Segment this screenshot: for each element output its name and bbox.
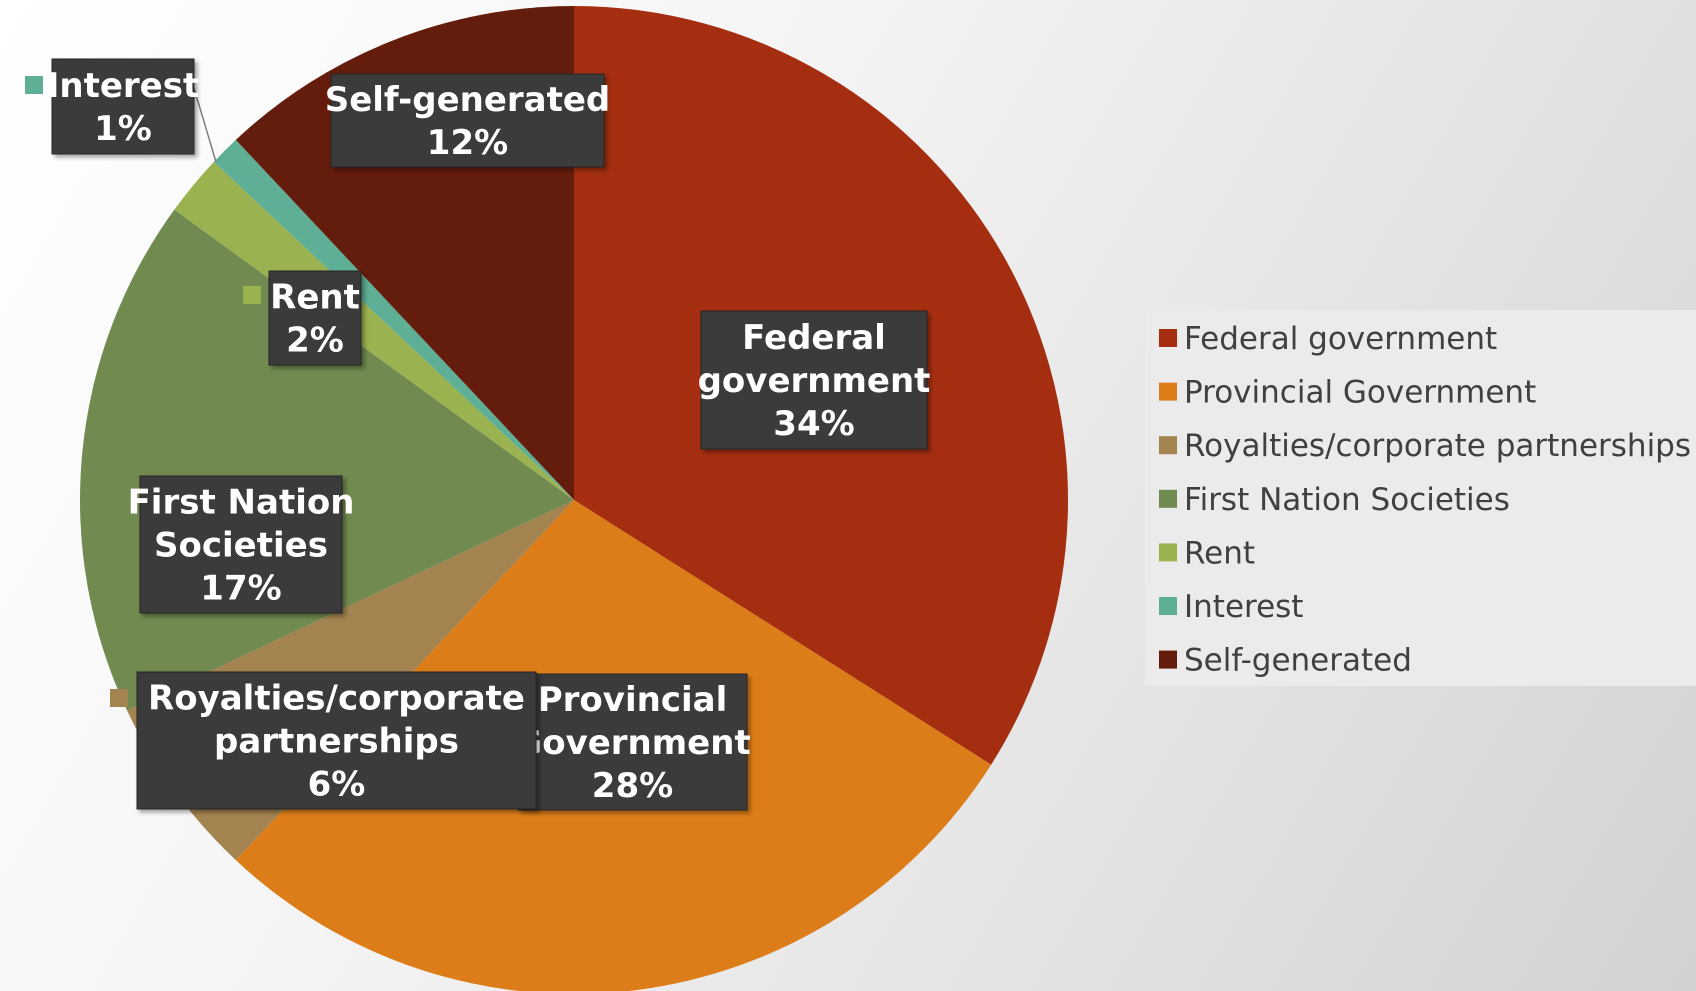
data-label-box <box>268 270 362 366</box>
data-label-name: Provincial <box>538 680 727 720</box>
legend-item-rent: Rent <box>1159 535 1255 571</box>
legend-item-first-nation-societies: First Nation Societies <box>1159 482 1510 518</box>
legend-swatch <box>1159 489 1177 508</box>
data-label-name: Rent <box>270 278 360 318</box>
data-label-name: Federal <box>742 318 886 358</box>
legend-swatch <box>1159 329 1177 347</box>
legend-label: Rent <box>1184 535 1255 571</box>
data-label-name: Societies <box>154 526 328 566</box>
data-label-box <box>517 673 748 811</box>
legend-swatch <box>1159 597 1177 615</box>
data-label-box <box>700 310 928 450</box>
data-label-value: 17% <box>200 569 281 609</box>
data-label-name: partnerships <box>214 722 459 762</box>
data-label-box <box>139 475 343 614</box>
data-label-box <box>330 73 605 168</box>
leader-line-interest <box>193 87 217 163</box>
data-label-name: First Nation <box>128 483 355 523</box>
legend-background <box>1145 310 1696 686</box>
data-label-name: Self-generated <box>325 80 611 120</box>
pie-slice-interest <box>213 139 574 500</box>
data-label-key-rent <box>243 286 261 304</box>
legend-item-provincial-government: Provincial Government <box>1159 375 1536 411</box>
data-label-value: 6% <box>308 765 366 805</box>
data-label-key-interest <box>25 76 43 94</box>
data-label-value: 34% <box>773 404 854 444</box>
data-label-value: 1% <box>94 109 152 149</box>
legend-item-self-generated: Self-generated <box>1159 643 1412 679</box>
data-label-value: 12% <box>427 123 508 163</box>
data-label-key-royalties-corporate-partnerships <box>110 689 128 707</box>
legend-item-royalties-corporate-partnerships: Royalties/corporate partnerships <box>1159 428 1691 464</box>
legend-swatch <box>1159 650 1177 669</box>
legend-label: First Nation Societies <box>1184 482 1510 518</box>
legend-label: Royalties/corporate partnerships <box>1184 428 1691 464</box>
legend-item-federal-government: Federal government <box>1159 321 1497 357</box>
data-label-value: 2% <box>286 321 344 361</box>
legend-label: Self-generated <box>1184 643 1412 679</box>
legend-swatch <box>1159 543 1177 562</box>
legend-item-interest: Interest <box>1159 589 1303 625</box>
legend-swatch <box>1159 436 1177 455</box>
data-label-name: Government <box>514 723 750 763</box>
pie-slice-rent <box>174 161 574 500</box>
data-label-box <box>136 671 537 810</box>
data-label-name: Interest <box>47 66 200 106</box>
data-label-name: Royalties/corporate <box>148 679 525 719</box>
legend-label: Interest <box>1184 589 1303 625</box>
legend: Federal government Provincial Government R… <box>1145 310 1696 686</box>
legend-label: Federal government <box>1184 321 1497 357</box>
legend-swatch <box>1159 382 1177 401</box>
data-label-name: government <box>698 361 931 401</box>
leader-lines <box>193 87 217 163</box>
data-label-box <box>51 58 195 155</box>
data-label-value: 28% <box>592 766 673 806</box>
legend-label: Provincial Government <box>1184 375 1536 411</box>
